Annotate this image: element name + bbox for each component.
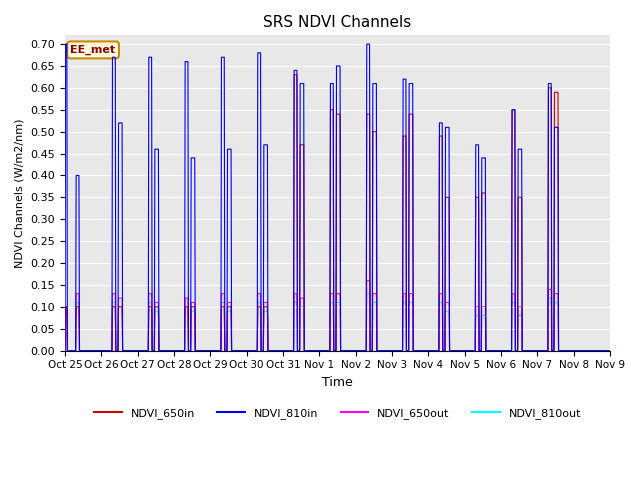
NDVI_810out <box>460 348 467 353</box>
Legend: NDVI_650in, NDVI_810in, NDVI_650out, NDVI_810out: NDVI_650in, NDVI_810in, NDVI_650out, NDV… <box>90 404 586 423</box>
NDVI_810in <box>606 348 614 353</box>
NDVI_650out <box>246 348 254 353</box>
Y-axis label: NDVI Channels (W/m2/nm): NDVI Channels (W/m2/nm) <box>15 118 25 268</box>
NDVI_650out <box>606 348 614 353</box>
NDVI_650out <box>319 348 326 353</box>
NDVI_650in <box>606 348 614 353</box>
NDVI_650out <box>583 348 591 353</box>
NDVI_650in <box>460 348 467 353</box>
NDVI_650out <box>460 348 467 353</box>
Line: NDVI_650out: NDVI_650out <box>65 280 610 350</box>
NDVI_810in <box>246 348 254 353</box>
NDVI_650out <box>363 277 371 283</box>
NDVI_810out <box>606 348 614 353</box>
NDVI_810in <box>583 348 591 353</box>
NDVI_810in <box>61 41 69 47</box>
NDVI_810out <box>583 348 591 353</box>
Title: SRS NDVI Channels: SRS NDVI Channels <box>263 15 412 30</box>
NDVI_650out <box>475 319 483 324</box>
Text: EE_met: EE_met <box>70 45 116 55</box>
NDVI_650out <box>577 348 584 353</box>
NDVI_810in <box>577 348 584 353</box>
NDVI_810out <box>475 324 483 330</box>
Line: NDVI_810out: NDVI_810out <box>65 294 610 350</box>
NDVI_650out <box>61 348 69 353</box>
NDVI_650in <box>319 348 327 353</box>
NDVI_650in <box>290 72 298 78</box>
NDVI_650in <box>246 348 254 353</box>
NDVI_650in <box>475 246 483 252</box>
NDVI_650in <box>577 348 584 353</box>
X-axis label: Time: Time <box>322 376 353 389</box>
NDVI_810out <box>319 348 326 353</box>
NDVI_810in <box>61 348 69 353</box>
NDVI_810in <box>475 211 483 216</box>
NDVI_810out <box>246 348 254 353</box>
NDVI_810out <box>363 291 371 297</box>
NDVI_650in <box>583 348 591 353</box>
Line: NDVI_810in: NDVI_810in <box>65 44 610 350</box>
NDVI_810out <box>577 348 584 353</box>
NDVI_810in <box>319 348 327 353</box>
NDVI_810out <box>61 348 69 353</box>
NDVI_650in <box>61 348 69 353</box>
NDVI_810in <box>460 348 467 353</box>
Line: NDVI_650in: NDVI_650in <box>65 75 610 350</box>
